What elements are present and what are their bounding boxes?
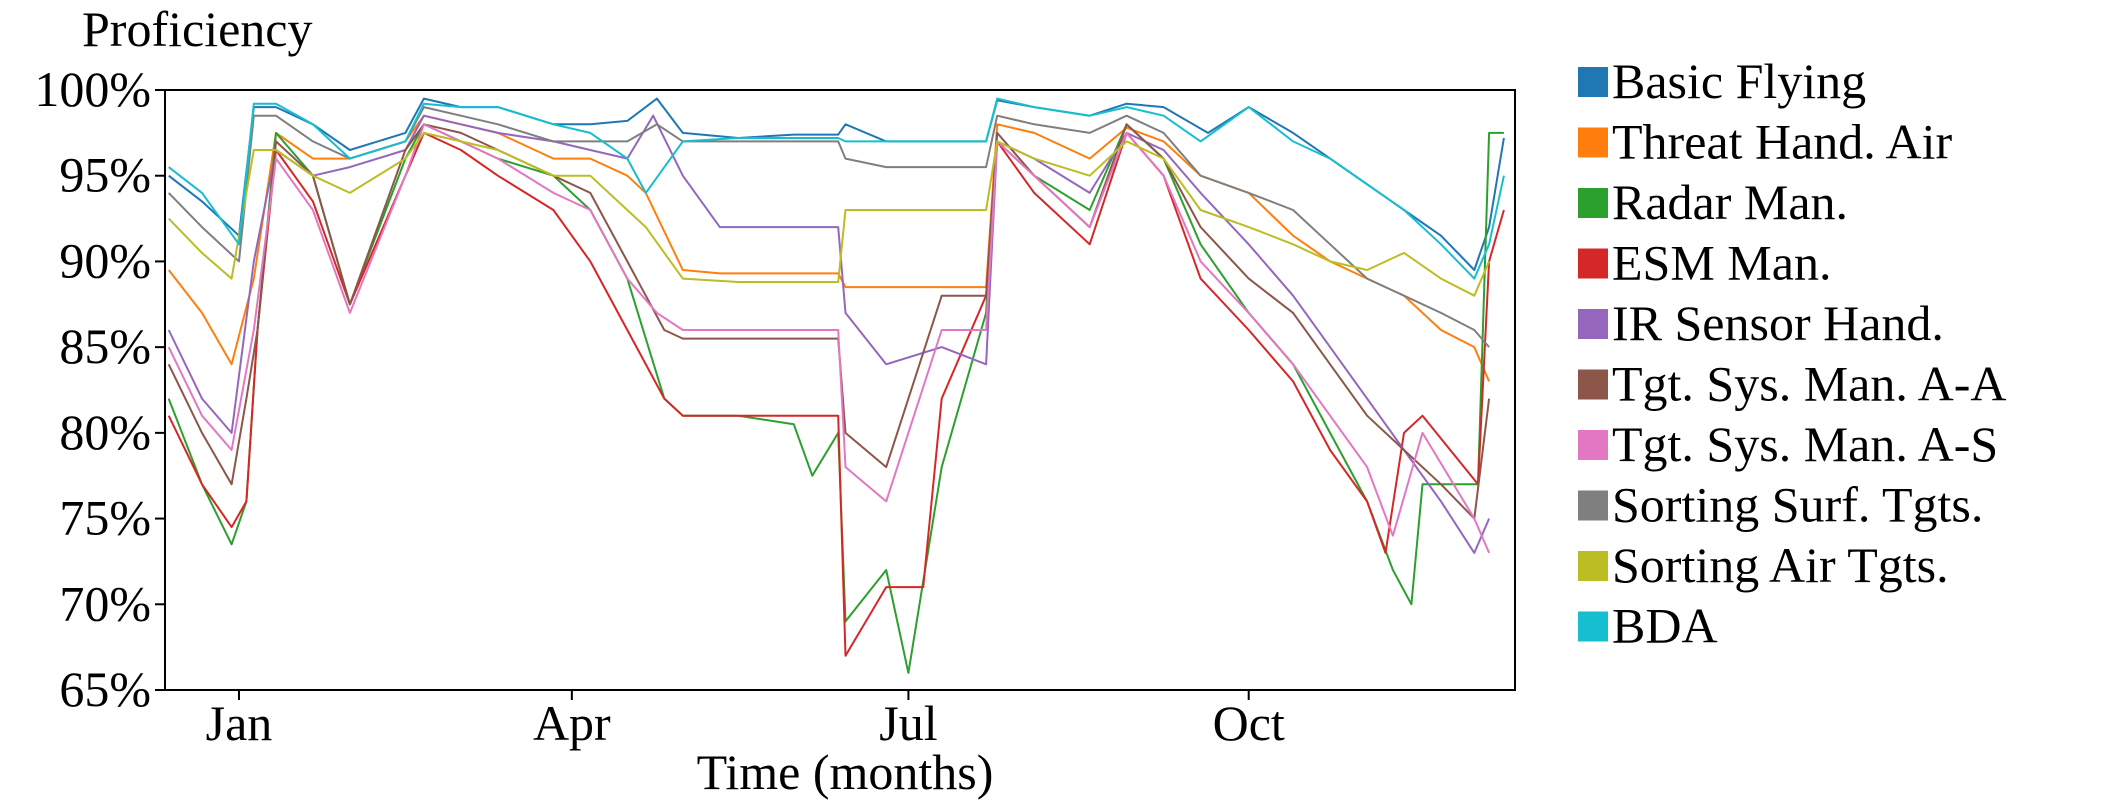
legend-label: Tgt. Sys. Man. A-A bbox=[1612, 356, 2006, 412]
legend-swatch bbox=[1578, 248, 1608, 279]
legend-label: Tgt. Sys. Man. A-S bbox=[1612, 416, 1998, 472]
legend-swatch bbox=[1578, 127, 1608, 158]
series-line-1 bbox=[168, 97, 1505, 271]
y-tick-label: 70% bbox=[59, 575, 151, 631]
legend-swatch bbox=[1578, 430, 1608, 460]
series-line-7 bbox=[167, 123, 1491, 554]
series-line-5 bbox=[167, 114, 1491, 554]
y-tick-label: 85% bbox=[59, 318, 151, 374]
y-tick-label: 65% bbox=[59, 661, 151, 717]
y-axis: 100% 95% 90% 85% 80% 75% 70% 65% bbox=[34, 61, 165, 717]
legend-label: Sorting Air Tgts. bbox=[1612, 537, 1949, 593]
x-tick-label: Apr bbox=[533, 695, 611, 751]
x-axis-title: Time (months) bbox=[697, 744, 994, 800]
legend-swatch bbox=[1578, 369, 1608, 400]
y-tick-label: 80% bbox=[59, 404, 151, 460]
legend-label: Threat Hand. Air bbox=[1612, 114, 1953, 170]
series-line-4 bbox=[167, 131, 1505, 657]
legend-swatch bbox=[1578, 309, 1608, 339]
legend-label: Radar Man. bbox=[1612, 174, 1848, 230]
y-axis-title: Proficiency bbox=[82, 1, 312, 57]
series-line-10 bbox=[168, 97, 1505, 280]
series-line-3 bbox=[167, 123, 1504, 674]
y-tick-label: 95% bbox=[59, 147, 151, 203]
series-line-2 bbox=[167, 114, 1491, 382]
legend-swatch bbox=[1578, 490, 1608, 521]
x-tick-label: Jul bbox=[879, 695, 937, 751]
y-tick-label: 75% bbox=[59, 490, 151, 546]
series-line-9 bbox=[167, 131, 1491, 297]
x-tick-label: Oct bbox=[1213, 695, 1285, 751]
legend-swatch bbox=[1578, 188, 1608, 218]
legend-label: IR Sensor Hand. bbox=[1612, 295, 1944, 351]
x-tick-label: Jan bbox=[206, 695, 273, 751]
x-axis: Jan Apr Jul Oct bbox=[206, 690, 1285, 751]
plot-area-frame bbox=[164, 89, 1516, 691]
legend-swatch bbox=[1578, 611, 1608, 642]
y-tick-label: 90% bbox=[59, 232, 151, 288]
legend-label: Sorting Surf. Tgts. bbox=[1612, 477, 1983, 533]
plot-lines bbox=[167, 97, 1505, 674]
legend-label: ESM Man. bbox=[1612, 235, 1831, 291]
legend-swatch bbox=[1578, 67, 1608, 97]
y-tick-label: 100% bbox=[34, 61, 151, 117]
legend-label: BDA bbox=[1612, 598, 1718, 654]
legend-swatch bbox=[1578, 551, 1608, 581]
legend-label: Basic Flying bbox=[1612, 53, 1866, 109]
